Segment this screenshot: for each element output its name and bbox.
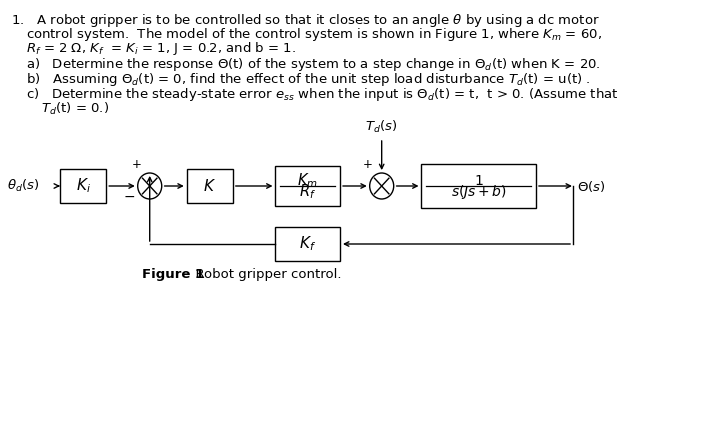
FancyBboxPatch shape [60, 169, 106, 203]
Text: Figure 1: Figure 1 [142, 268, 204, 281]
Text: a)   Determine the response $\Theta$(t) of the system to a step change in $\Thet: a) Determine the response $\Theta$(t) of… [26, 56, 601, 73]
FancyBboxPatch shape [275, 227, 340, 261]
Text: +: + [363, 158, 373, 171]
Text: b)   Assuming $\Theta_d$(t) = 0, find the effect of the unit step load disturban: b) Assuming $\Theta_d$(t) = 0, find the … [26, 71, 591, 88]
Text: $T_d(s)$: $T_d(s)$ [365, 119, 398, 135]
Text: $K_i$: $K_i$ [76, 177, 91, 195]
Text: $K$: $K$ [204, 178, 217, 194]
Circle shape [138, 173, 162, 199]
Text: c)   Determine the steady-state error $e_{ss}$ when the input is $\Theta_d$(t) =: c) Determine the steady-state error $e_{… [26, 86, 619, 103]
FancyBboxPatch shape [275, 166, 340, 206]
Text: −: − [123, 190, 135, 204]
Text: $s(Js + b)$: $s(Js + b)$ [451, 183, 507, 201]
FancyBboxPatch shape [187, 169, 233, 203]
Text: $R_f$ = 2 $\Omega$, $K_f$  = $K_i$ = 1, J = 0.2, and b = 1.: $R_f$ = 2 $\Omega$, $K_f$ = $K_i$ = 1, J… [26, 40, 296, 57]
Text: $K_m$: $K_m$ [297, 172, 318, 191]
Text: Robot gripper control.: Robot gripper control. [187, 268, 342, 281]
Text: $K_f$: $K_f$ [299, 235, 316, 253]
Text: $1$: $1$ [474, 174, 484, 188]
Circle shape [370, 173, 393, 199]
Text: $R_f$: $R_f$ [299, 183, 316, 201]
Text: $\Theta(s)$: $\Theta(s)$ [577, 178, 605, 194]
Text: 1.   A robot gripper is to be controlled so that it closes to an angle $\theta$ : 1. A robot gripper is to be controlled s… [11, 12, 600, 29]
Text: $\theta_d(s)$: $\theta_d(s)$ [7, 178, 40, 194]
Text: $T_d$(t) = 0.): $T_d$(t) = 0.) [40, 101, 109, 117]
FancyBboxPatch shape [422, 164, 536, 208]
Text: +: + [132, 158, 142, 171]
Text: control system.  The model of the control system is shown in Figure 1, where $K_: control system. The model of the control… [26, 26, 602, 43]
